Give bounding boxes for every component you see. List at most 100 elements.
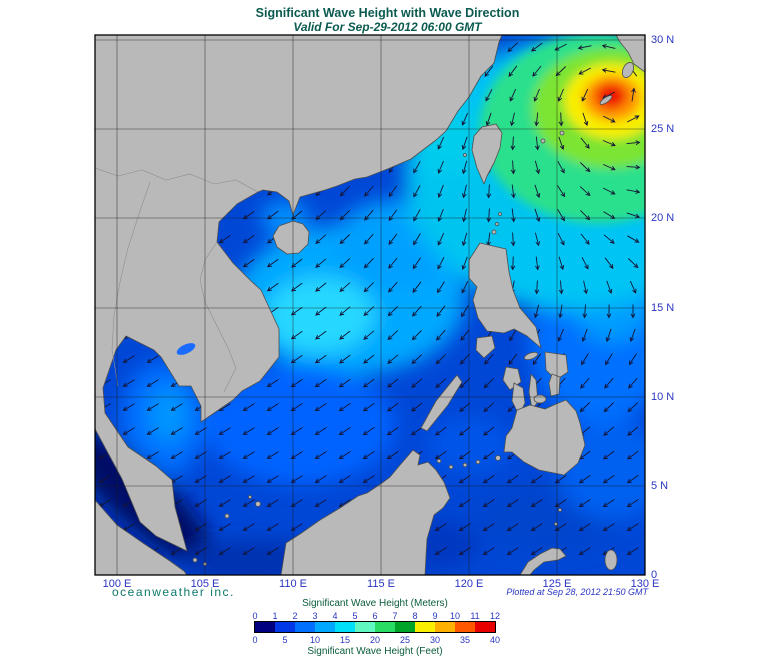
island-dot — [436, 458, 442, 464]
colorbar-segment — [435, 622, 455, 632]
feet-tick: 10 — [309, 635, 320, 645]
island-sumatra — [95, 499, 188, 575]
island-borneo — [280, 449, 451, 575]
lat-label-15n: 15 N — [651, 302, 675, 314]
island-dot — [559, 130, 565, 136]
island-halmahera — [604, 549, 618, 571]
lon-label-125e: 125 E — [542, 578, 572, 590]
island-palawan — [420, 374, 463, 432]
colorbar-segment — [475, 622, 495, 632]
colorbar-segment — [415, 622, 435, 632]
lon-label-105e: 105 E — [190, 578, 220, 590]
lat-label-20n: 20 N — [651, 212, 675, 224]
feet-tick: 0 — [252, 635, 258, 645]
island-dot — [495, 455, 501, 461]
island-dot — [448, 464, 454, 470]
colorbar-segment — [275, 622, 295, 632]
island-dot — [224, 513, 230, 519]
lat-label-25n: 25 N — [651, 123, 675, 135]
island-masbate — [523, 351, 539, 361]
country-borders — [95, 167, 259, 393]
border-line — [95, 167, 259, 193]
landmass-kyushu — [615, 35, 645, 73]
wave-height-blob — [428, 417, 512, 473]
feet-tick: 35 — [459, 635, 470, 645]
island-dot — [475, 459, 481, 465]
meters-tick: 5 — [352, 611, 358, 621]
island-dot — [491, 229, 497, 235]
lake-tonle-sap — [176, 343, 196, 355]
meters-tick: 9 — [432, 611, 438, 621]
lon-label-120e: 120 E — [454, 578, 484, 590]
island-mindanao — [503, 399, 586, 476]
wave-height-blob — [205, 365, 395, 485]
island-dot — [495, 222, 499, 226]
island-leyte — [548, 373, 561, 397]
meters-tick: 12 — [489, 611, 500, 621]
legend-meters-ticks: 0 1 2 3 4 5 6 7 8 9 10 11 12 — [0, 611, 775, 621]
meters-tick: 2 — [292, 611, 298, 621]
feet-tick: 20 — [369, 635, 380, 645]
island-amami — [621, 62, 635, 78]
island-okinawa — [599, 95, 613, 105]
meters-tick: 11 — [470, 611, 480, 621]
border-line — [111, 181, 151, 387]
plotted-timestamp: Plotted at Sep 28, 2012 21:50 GMT — [506, 587, 648, 597]
map-frame — [94, 34, 646, 576]
island-sulawesi — [519, 547, 567, 575]
island-dot — [255, 501, 261, 507]
feet-tick: 25 — [399, 635, 410, 645]
meters-tick: 6 — [372, 611, 378, 621]
feet-tick: 40 — [489, 635, 500, 645]
island-dot — [540, 138, 546, 144]
wave-height-blob — [265, 277, 375, 353]
island-dot — [192, 557, 198, 563]
island-mindoro — [475, 335, 496, 359]
colorbar — [254, 621, 496, 633]
island-luzon — [468, 242, 542, 349]
island-dot — [462, 462, 468, 468]
colorbar-segment — [255, 622, 275, 632]
legend-feet-label: Significant Wave Height (Feet) — [307, 646, 443, 657]
island-dot — [248, 495, 252, 499]
small-islands — [192, 130, 565, 566]
figure-title: Significant Wave Height with Wave Direct… — [255, 6, 520, 20]
island-dot — [463, 153, 467, 157]
meters-tick: 8 — [412, 611, 418, 621]
meters-tick: 1 — [272, 611, 278, 621]
landmasses — [95, 35, 645, 575]
lon-label-110e: 110 E — [279, 578, 307, 590]
colorbar-segment — [355, 622, 375, 632]
legend-meters-label: Significant Wave Height (Meters) — [302, 598, 448, 609]
border-line — [199, 241, 237, 393]
island-bohol — [533, 394, 547, 404]
colorbar-segment — [295, 622, 315, 632]
colorbar-segment — [335, 622, 355, 632]
lon-label-115e: 115 E — [367, 578, 395, 590]
meters-tick: 4 — [332, 611, 338, 621]
island-taiwan — [471, 123, 503, 185]
colorbar-segment — [315, 622, 335, 632]
legend-feet-ticks: 0 5 10 15 20 25 30 35 40 — [0, 635, 775, 645]
meters-tick: 0 — [252, 611, 258, 621]
lat-label-30n: 30 N — [651, 34, 675, 46]
colorbar-segment — [395, 622, 415, 632]
meters-tick: 7 — [392, 611, 398, 621]
island-dot — [498, 212, 502, 216]
island-samar — [544, 351, 569, 381]
lat-label-0: 0 — [651, 569, 658, 581]
meters-tick: 10 — [449, 611, 460, 621]
colorbar-segment — [455, 622, 475, 632]
grid-lines — [95, 35, 645, 575]
island-dot — [558, 508, 562, 512]
lat-label-5n: 5 N — [651, 480, 669, 492]
lon-label-100e: 100 E — [102, 578, 132, 590]
wave-height-blob — [148, 387, 188, 443]
meters-tick: 3 — [312, 611, 318, 621]
feet-tick: 30 — [429, 635, 440, 645]
lon-label-130e: 130 E — [630, 578, 660, 590]
lat-label-10n: 10 N — [651, 391, 675, 403]
landmass-mainland-asia — [95, 35, 503, 552]
